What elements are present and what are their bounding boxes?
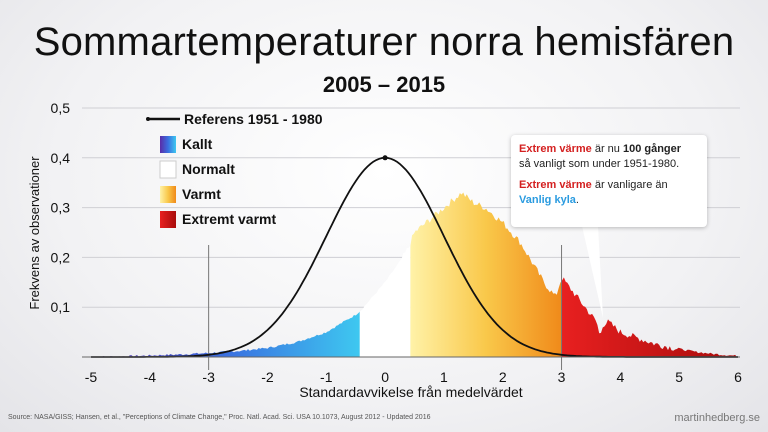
callout-text-2: så vanligt som under 1951-1980. — [519, 158, 680, 170]
legend-label: Normalt — [182, 161, 235, 177]
callout-highlight-1: Extrem värme — [519, 143, 592, 155]
x-tick-label: -2 — [261, 369, 274, 385]
legend: Referens 1951 - 1980 Kallt Normalt Varmt Ext… — [146, 111, 323, 228]
x-tick-label: -1 — [320, 369, 333, 385]
chart-subtitle: 2005 – 2015 — [322, 72, 446, 97]
credit-link[interactable]: martinhedberg.se — [674, 412, 760, 424]
x-axis-label: Standardavvikelse från medelvärdet — [299, 384, 522, 400]
x-tick-label: 5 — [675, 369, 683, 385]
legend-label: Referens 1951 - 1980 — [184, 111, 323, 127]
x-tick-label: -4 — [144, 369, 157, 385]
x-tick-label: 2 — [499, 369, 507, 385]
callout-text-1: är nu — [591, 143, 623, 155]
reference-vlines — [208, 245, 563, 370]
y-tick-label: 0,1 — [51, 299, 71, 315]
callout-highlight-blue: Vanlig kyla — [519, 194, 576, 206]
callout-pointer — [582, 226, 603, 318]
legend-swatch — [159, 160, 177, 179]
area-segment-kallt — [91, 192, 360, 357]
x-tick-label: 6 — [734, 369, 742, 385]
callout-line-1: Extrem värme är nu 100 gånger så vanligt … — [519, 142, 699, 172]
y-axis-label: Frekvens av observationer — [27, 156, 42, 310]
y-tick-label: 0,3 — [51, 200, 71, 216]
y-tick-label: 0,4 — [51, 150, 71, 166]
callout-text-3: är vanligare än — [591, 179, 668, 191]
reference-peak-marker — [382, 155, 388, 161]
callout-text-4: . — [575, 194, 579, 206]
x-tick-label: 3 — [558, 369, 566, 385]
callout-bold: 100 gånger — [622, 143, 682, 155]
chart-title: Sommartemperaturer norra hemisfären — [33, 20, 735, 64]
area-segment-normalt — [359, 192, 411, 357]
x-tick-label: 4 — [616, 369, 624, 385]
callout-highlight-2: Extrem värme — [519, 179, 592, 191]
legend-line-end — [146, 117, 150, 121]
x-tick-labels: -5 -4 -3 -2 -1 0 1 2 3 4 5 6 — [85, 369, 742, 385]
callout-line-2: Extrem värme är vanligare än Vanlig kyla. — [519, 178, 699, 208]
legend-label: Extremt varmt — [182, 211, 276, 227]
x-tick-label: 0 — [381, 369, 389, 385]
legend-swatch — [160, 186, 176, 203]
y-tick-label: 0,5 — [51, 100, 71, 116]
legend-label: Varmt — [182, 186, 221, 202]
legend-swatch — [160, 136, 176, 153]
y-tick-labels: 0,1 0,2 0,3 0,4 0,5 — [51, 100, 71, 315]
legend-label: Kallt — [182, 136, 213, 152]
callout-box: Extrem värme är nu 100 gånger så vanligt … — [511, 135, 707, 227]
x-tick-label: 1 — [440, 369, 448, 385]
legend-swatch — [160, 211, 176, 228]
x-tick-label: -3 — [202, 369, 215, 385]
x-tick-label: -5 — [85, 369, 98, 385]
source-note: Source: NASA/GISS; Hansen, et al., "Perc… — [8, 414, 431, 421]
y-tick-label: 0,2 — [51, 249, 71, 265]
